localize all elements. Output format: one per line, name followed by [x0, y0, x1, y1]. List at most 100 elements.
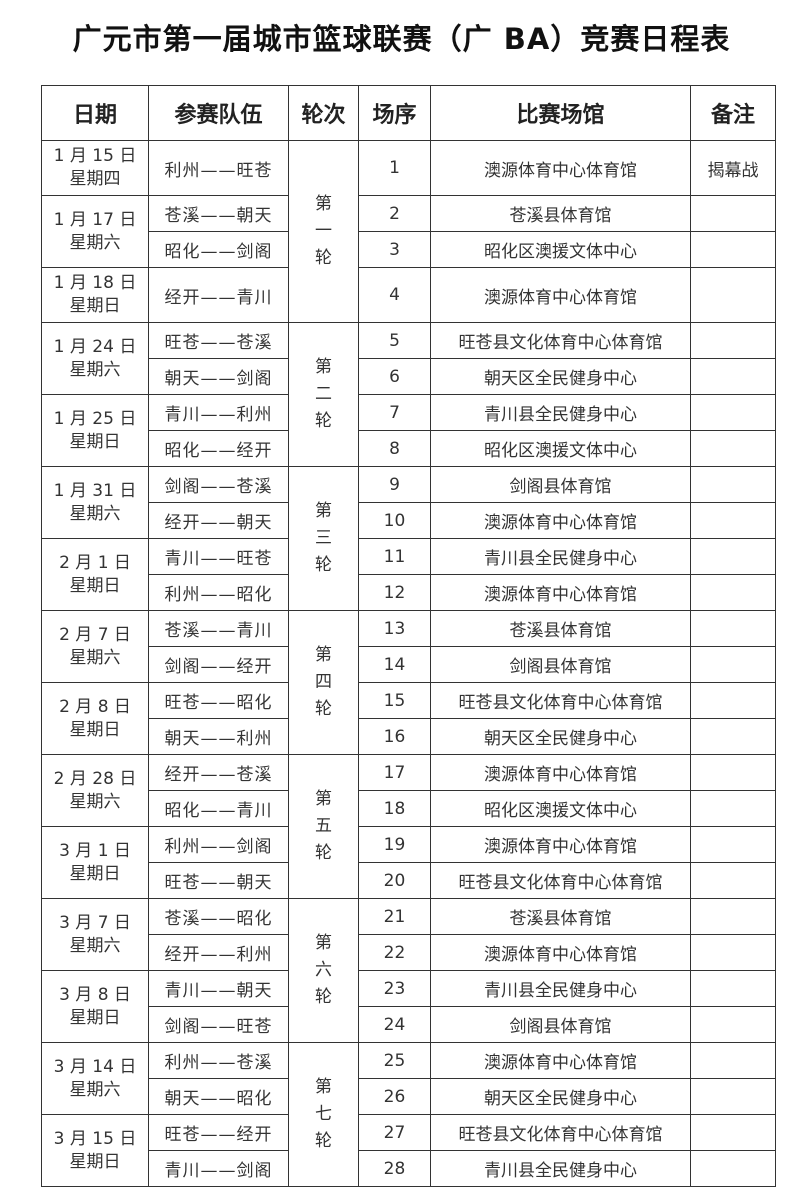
note-cell: [690, 898, 776, 935]
note-cell: [690, 466, 776, 503]
venue-cell: 剑阁县体育馆: [430, 646, 691, 683]
venue-cell: 朝天区全民健身中心: [430, 718, 691, 755]
teams-cell: 旺苍——苍溪: [148, 322, 289, 359]
teams-cell: 昭化——剑阁: [148, 231, 289, 268]
round-cell: 第七轮: [288, 1042, 359, 1187]
date-cell: 1 月 25 日星期日: [41, 394, 149, 467]
venue-cell: 澳源体育中心体育馆: [430, 267, 691, 323]
round-cell: 第三轮: [288, 466, 359, 611]
date-cell: 1 月 15 日星期四: [41, 140, 149, 196]
match-weekday: 星期六: [69, 791, 121, 812]
match-number-cell: 24: [358, 1006, 431, 1043]
note-cell: [690, 358, 776, 395]
match-date: 1 月 15 日: [53, 146, 137, 166]
date-cell: 2 月 28 日星期六: [41, 754, 149, 827]
match-number-cell: 28: [358, 1150, 431, 1187]
match-date: 2 月 7 日: [59, 624, 131, 645]
venue-cell: 苍溪县体育馆: [430, 610, 691, 647]
teams-cell: 旺苍——昭化: [148, 682, 289, 719]
venue-cell: 澳源体育中心体育馆: [430, 574, 691, 611]
match-number-cell: 25: [358, 1042, 431, 1079]
match-weekday: 星期日: [69, 296, 121, 316]
venue-cell: 青川县全民健身中心: [430, 1150, 691, 1187]
match-weekday: 星期日: [69, 575, 121, 596]
date-cell: 2 月 8 日星期日: [41, 682, 149, 755]
venue-cell: 青川县全民健身中心: [430, 394, 691, 431]
header-row: 日期 参赛队伍 轮次 场序 比赛场馆 备注: [41, 85, 776, 141]
venue-cell: 朝天区全民健身中心: [430, 358, 691, 395]
teams-cell: 青川——剑阁: [148, 1150, 289, 1187]
venue-cell: 澳源体育中心体育馆: [430, 1042, 691, 1079]
teams-cell: 朝天——剑阁: [148, 358, 289, 395]
teams-cell: 经开——利州: [148, 934, 289, 971]
note-cell: [690, 1114, 776, 1151]
teams-cell: 朝天——利州: [148, 718, 289, 755]
table-row: 青川——剑阁 28 青川县全民健身中心: [42, 1150, 776, 1187]
venue-cell: 澳源体育中心体育馆: [430, 502, 691, 539]
teams-cell: 经开——青川: [148, 267, 289, 323]
note-cell: [690, 610, 776, 647]
match-date: 2 月 8 日: [59, 696, 131, 717]
note-cell: [690, 682, 776, 719]
match-number-cell: 3: [358, 231, 431, 268]
header-note: 备注: [690, 85, 776, 141]
teams-cell: 朝天——昭化: [148, 1078, 289, 1115]
header-teams: 参赛队伍: [148, 85, 289, 141]
round-cell: 第六轮: [288, 898, 359, 1043]
match-date: 1 月 18 日: [53, 273, 137, 293]
round-cell: 第二轮: [288, 322, 359, 467]
note-cell: [690, 826, 776, 863]
match-date: 1 月 24 日: [53, 336, 137, 357]
match-number-cell: 14: [358, 646, 431, 683]
table-row: 2 月 28 日星期六 经开——苍溪 第五轮 17 澳源体育中心体育馆: [41, 754, 776, 899]
table-row: 经开——利州 22 澳源体育中心体育馆: [42, 934, 776, 971]
teams-cell: 利州——昭化: [148, 574, 289, 611]
date-cell: 2 月 1 日星期日: [41, 538, 149, 611]
round-label: 第二轮: [315, 357, 332, 431]
table-row: 2 月 8 日星期日 旺苍——昭化 15 旺苍县文化体育中心体育馆: [41, 682, 776, 755]
note-cell: [690, 1006, 776, 1043]
match-number-cell: 15: [358, 682, 431, 719]
venue-cell: 旺苍县文化体育中心体育馆: [430, 322, 691, 359]
match-weekday: 星期日: [69, 431, 121, 452]
venue-cell: 旺苍县文化体育中心体育馆: [430, 862, 691, 899]
match-number-cell: 22: [358, 934, 431, 971]
note-cell: [690, 1150, 776, 1187]
match-weekday: 星期六: [69, 232, 121, 253]
match-number-cell: 20: [358, 862, 431, 899]
venue-cell: 旺苍县文化体育中心体育馆: [430, 682, 691, 719]
date-cell: 3 月 15 日星期日: [41, 1114, 149, 1187]
match-date: 2 月 1 日: [59, 552, 131, 573]
venue-cell: 澳源体育中心体育馆: [430, 754, 691, 791]
teams-cell: 经开——朝天: [148, 502, 289, 539]
teams-cell: 苍溪——昭化: [148, 898, 289, 935]
table-row: 昭化——剑阁 3 昭化区澳援文体中心: [42, 231, 776, 268]
date-cell: 1 月 18 日星期日: [41, 267, 149, 323]
match-number-cell: 6: [358, 358, 431, 395]
note-cell: [690, 322, 776, 359]
table-row: 1 月 15 日星期四 利州——旺苍 第一轮 1 澳源体育中心体育馆 揭幕战: [41, 140, 776, 323]
table-row: 3 月 14 日星期六 利州——苍溪 第七轮 25 澳源体育中心体育馆: [41, 1042, 776, 1187]
table-row: 剑阁——旺苍 24 剑阁县体育馆: [42, 1006, 776, 1043]
match-weekday: 星期六: [69, 359, 121, 380]
header-date: 日期: [41, 85, 149, 141]
match-weekday: 星期六: [69, 935, 121, 956]
match-number-cell: 2: [358, 195, 431, 232]
table-row: 3 月 7 日星期六 苍溪——昭化 第六轮 21 苍溪县体育馆: [41, 898, 776, 1043]
match-number-cell: 18: [358, 790, 431, 827]
table-row: 2 月 7 日星期六 苍溪——青川 第四轮 13 苍溪县体育馆: [41, 610, 776, 755]
match-number-cell: 8: [358, 430, 431, 467]
venue-cell: 苍溪县体育馆: [430, 195, 691, 232]
date-cell: 3 月 14 日星期六: [41, 1042, 149, 1115]
page-title: 广元市第一届城市篮球联赛（广 BA）竞赛日程表: [72, 22, 731, 56]
match-weekday: 星期日: [69, 1007, 121, 1028]
note-cell: [690, 394, 776, 431]
date-cell: 3 月 8 日星期日: [41, 970, 149, 1043]
match-date: 3 月 8 日: [59, 984, 131, 1005]
match-number-cell: 17: [358, 754, 431, 791]
match-weekday: 星期日: [69, 719, 121, 740]
venue-cell: 苍溪县体育馆: [430, 898, 691, 935]
venue-cell: 旺苍县文化体育中心体育馆: [430, 1114, 691, 1151]
round-label: 第三轮: [315, 501, 332, 575]
match-number-cell: 9: [358, 466, 431, 503]
